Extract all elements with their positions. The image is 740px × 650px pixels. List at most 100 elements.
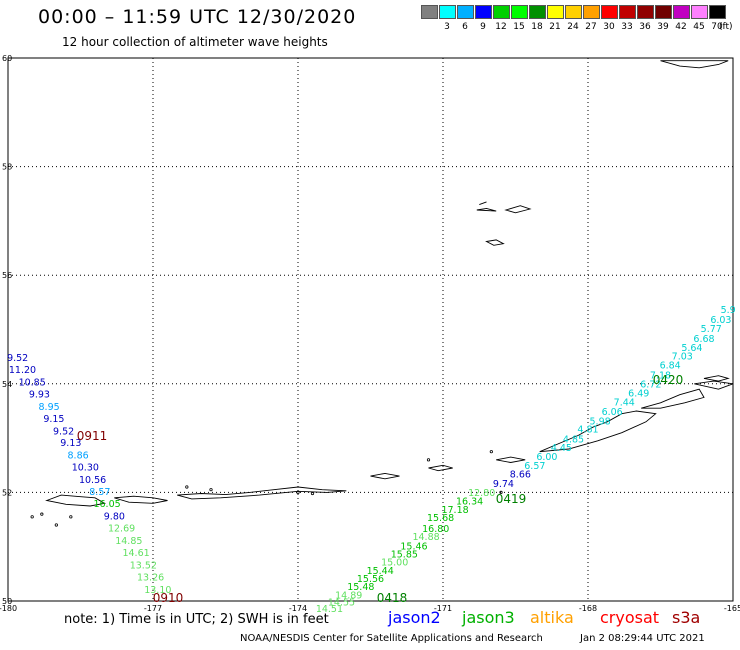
coastline [660,60,729,69]
scale-unit-label: (ft) [719,22,733,32]
coastline [496,456,526,463]
pass-time-label: 0420 [653,373,684,387]
wave-height-label: 15.48 [347,582,374,593]
wave-height-label: 7.03 [672,351,693,362]
wave-height-label: 4.81 [577,425,598,436]
wave-height-label: 15.56 [357,574,384,585]
wave-height-label: 9.52 [7,353,28,364]
island-speck [489,450,493,454]
lat-tick-label: 50 [2,597,12,606]
island-speck [69,515,73,519]
lon-tick-label: -165 [724,604,740,613]
scale-swatch [493,5,510,19]
wave-height-label: 4.45 [551,443,572,454]
scale-label: 24 [567,22,579,32]
wave-height-label: 10.56 [79,475,106,486]
wave-height-label: 15.85 [391,550,418,561]
pass-time-label: 0911 [77,429,108,443]
scale-swatch [547,5,564,19]
scale-label: 3 [444,22,450,32]
wave-height-label: 5.64 [681,343,702,354]
wave-height-label: 9.74 [493,479,514,490]
wave-height-label: 5.9 [721,305,736,316]
scale-label: 70 [711,22,723,32]
coastline [428,464,453,472]
wave-height-label: 15.68 [427,513,454,524]
wave-height-label: 17.18 [441,505,468,516]
wave-height-label: 6.84 [660,361,681,372]
island-speck [209,488,213,492]
pass-time-label: 0910 [153,591,184,605]
wave-height-label: 6.57 [524,461,545,472]
wave-height-label: 16.05 [93,499,120,510]
credit-line: NOAA/NESDIS Center for Satellite Applica… [240,633,543,644]
wave-height-label: 10.85 [19,377,46,388]
coastline [539,410,657,453]
coastline [114,495,168,504]
scale-swatch [583,5,600,19]
wave-height-label: 9.15 [43,414,64,425]
island-speck [54,523,58,527]
wave-height-label: 16.80 [422,524,449,535]
scale-swatch [619,5,636,19]
wave-height-label: 12.80 [468,488,495,499]
scale-label: 27 [585,22,597,32]
island-speck [40,512,44,516]
wave-height-label: 9.52 [53,426,74,437]
lat-tick-label: 54 [2,380,12,389]
wave-height-label: 11.20 [9,365,36,376]
wave-height-label: 15.46 [400,541,427,552]
wave-height-label: 14.61 [122,548,149,559]
wave-height-label: 6.03 [710,315,731,326]
wave-height-label: 5.77 [701,324,722,335]
wave-height-label: 4.85 [563,434,584,445]
wave-height-label: 15.00 [381,558,408,569]
island-speck [310,491,315,496]
coastline [45,494,106,507]
wave-height-label: 14.51 [316,604,343,615]
scale-swatch [709,5,726,19]
wave-height-label: 6.49 [628,388,649,399]
page-subtitle: 12 hour collection of altimeter wave hei… [62,35,328,49]
wave-height-label: 9.80 [104,512,125,523]
pass-time-label: 0419 [496,492,527,506]
coastline [703,375,730,382]
scale-label: 6 [462,22,468,32]
lat-tick-label: 56 [2,271,12,280]
scale-swatch [439,5,456,19]
scale-swatch [565,5,582,19]
coastline [476,207,497,212]
map-frame [7,57,734,602]
wave-height-label: 13.52 [130,560,157,571]
lon-tick-label: -171 [434,604,452,613]
wave-height-label: 13.26 [137,572,164,583]
coastline [694,380,734,390]
scale-label: 15 [513,22,525,32]
island-speck [185,485,189,489]
wave-height-label: 14.85 [115,536,142,547]
coastline [479,201,487,206]
satellite-legend-item: s3a [672,608,701,627]
scale-label: 42 [675,22,687,32]
wave-height-label: 6.00 [536,452,557,463]
scale-swatch [421,5,438,19]
scale-swatch [457,5,474,19]
scale-label: 21 [549,22,561,32]
wave-height-label: 10.30 [72,463,99,474]
wave-height-label: 16.34 [456,496,483,507]
coastline [177,486,347,500]
scale-swatch [511,5,528,19]
satellite-legend-item: cryosat [600,608,660,627]
scale-swatch [601,5,618,19]
wave-height-label: 8.86 [68,451,89,462]
wave-height-label: 14.88 [412,532,439,543]
wave-height-label: 13.10 [144,585,171,596]
scale-swatch [637,5,654,19]
lon-tick-label: -177 [144,604,162,613]
scale-label: 18 [531,22,543,32]
wave-height-label: 8.95 [39,402,60,413]
island-speck [499,490,503,494]
island-speck [296,490,300,494]
satellite-legend-item: jason3 [462,608,515,627]
scale-label: 30 [603,22,615,32]
